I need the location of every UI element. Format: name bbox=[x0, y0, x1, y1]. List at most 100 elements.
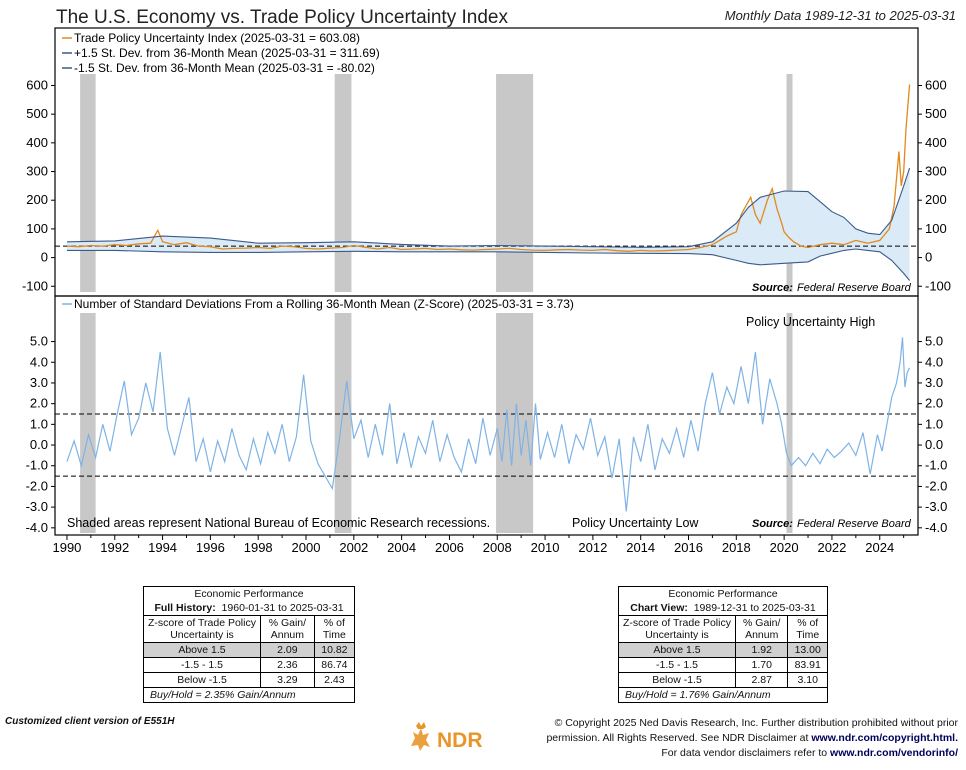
x-tick-label: 2018 bbox=[722, 540, 751, 555]
y-tick-label-right: 400 bbox=[925, 135, 947, 150]
y-tick-label-right: -4.0 bbox=[925, 520, 947, 535]
y-tick-label-left: 0 bbox=[41, 250, 48, 265]
ndr-logo: NDR bbox=[411, 722, 483, 752]
y-tick-label-left: 0.0 bbox=[30, 437, 48, 452]
y-tick-label-right: 600 bbox=[925, 77, 947, 92]
y-tick-label-left: 500 bbox=[26, 106, 48, 121]
x-tick-label: 2012 bbox=[578, 540, 607, 555]
plus-std-dev-line bbox=[66, 167, 911, 248]
tpu-index-line bbox=[66, 84, 911, 252]
y-tick-label-right: 300 bbox=[925, 164, 947, 179]
x-tick-label: 2020 bbox=[770, 540, 799, 555]
page-subtitle: Monthly Data 1989-12-31 to 2025-03-31 bbox=[724, 8, 956, 23]
zscore-line bbox=[66, 337, 911, 512]
recession-band-top bbox=[496, 74, 534, 292]
x-tick-label: 1996 bbox=[196, 540, 225, 555]
row-time: 83.91 bbox=[787, 657, 828, 673]
annotation-low: Policy Uncertainty Low bbox=[572, 516, 699, 530]
y-tick-label-right: 0 bbox=[925, 250, 932, 265]
copyright-line-3: For data vendor disclaimers refer to www… bbox=[546, 746, 958, 761]
y-tick-label-left: 100 bbox=[26, 221, 48, 236]
table-row: Below -1.5 3.29 2.43 bbox=[143, 672, 356, 688]
legend-entry: Trade Policy Uncertainty Index (2025-03-… bbox=[74, 31, 360, 45]
row-gain: 1.70 bbox=[734, 657, 789, 673]
table-period: Chart View: 1989-12-31 to 2025-03-31 bbox=[618, 601, 828, 616]
table-period: Full History: 1960-01-31 to 2025-03-31 bbox=[143, 601, 355, 616]
table-heading: Economic Performance bbox=[143, 586, 355, 601]
row-label: Below -1.5 bbox=[143, 672, 261, 688]
y-tick-label-left: -4.0 bbox=[26, 520, 48, 535]
source-name: Federal Reserve Board bbox=[797, 282, 912, 294]
bottom-panel: 5.0 5.0 4.0 4.0 3.0 3.0 2.0 2.0 1.0 1.0 0.0 0.0 -1.0… bbox=[26, 297, 948, 535]
minus-std-dev-line bbox=[67, 248, 911, 281]
x-tick-label: 2006 bbox=[435, 540, 464, 555]
table-row: Above 1.5 1.92 13.00 bbox=[618, 642, 828, 658]
recession-band-bottom bbox=[786, 313, 793, 533]
x-tick-label: 1994 bbox=[148, 540, 177, 555]
col-header-zscore: Z-score of Trade Policy Uncertainty is bbox=[618, 615, 736, 643]
copyright-link[interactable]: www.ndr.com/copyright.html. bbox=[811, 732, 958, 744]
row-time: 13.00 bbox=[787, 642, 828, 658]
row-gain: 2.36 bbox=[260, 657, 315, 673]
row-time: 2.43 bbox=[313, 672, 356, 688]
recession-band-bottom bbox=[80, 313, 96, 533]
row-label: Below -1.5 bbox=[618, 672, 736, 688]
y-tick-label-right: -1.0 bbox=[925, 458, 947, 473]
y-tick-label-right: -2.0 bbox=[925, 478, 947, 493]
row-label: -1.5 - 1.5 bbox=[143, 657, 261, 673]
y-tick-label-right: -3.0 bbox=[925, 499, 947, 514]
recession-band-top bbox=[334, 74, 352, 292]
y-tick-label-left: 2.0 bbox=[30, 396, 48, 411]
legend-entry: -1.5 St. Dev. from 36-Month Mean (2025-0… bbox=[74, 61, 375, 75]
chart-canvas: 600 600 500 500 400 400 300 300 200 200 100 100 0 0 -1… bbox=[22, 27, 951, 555]
table-row: Above 1.5 2.09 10.82 bbox=[143, 642, 356, 658]
y-tick-label-right: 100 bbox=[925, 221, 947, 236]
full-history-table: Economic Performance Full History: 1960-… bbox=[143, 586, 356, 703]
source-name: Federal Reserve Board bbox=[797, 518, 912, 530]
table-heading: Economic Performance bbox=[618, 586, 828, 601]
std-dev-band-fill bbox=[67, 168, 910, 281]
x-tick-label: 1998 bbox=[244, 540, 273, 555]
x-axis: 1990 1992 1994 1996 1998 2000 2002 2004 2006 2008… bbox=[52, 535, 905, 555]
col-header-gain: % Gain/ Annum bbox=[260, 615, 315, 643]
vendor-info-link[interactable]: www.ndr.com/vendorinfo/ bbox=[830, 747, 958, 759]
y-tick-label-left: 600 bbox=[26, 77, 48, 92]
y-tick-label-left: 400 bbox=[26, 135, 48, 150]
top-panel: 600 600 500 500 400 400 300 300 200 200 100 100 0 0 -1… bbox=[22, 31, 951, 294]
y-tick-label-right: 2.0 bbox=[925, 396, 943, 411]
row-gain: 2.87 bbox=[734, 672, 789, 688]
bull-bear-icon bbox=[411, 722, 430, 751]
recession-band-bottom bbox=[334, 313, 352, 533]
table-period-range: 1960-01-31 to 2025-03-31 bbox=[221, 602, 344, 614]
y-tick-label-left: -1.0 bbox=[26, 458, 48, 473]
x-tick-label: 2004 bbox=[387, 540, 416, 555]
copyright-line-1: © Copyright 2025 Ned Davis Research, Inc… bbox=[554, 717, 958, 729]
x-tick-label: 1990 bbox=[52, 540, 81, 555]
recession-band-top bbox=[80, 74, 96, 292]
y-tick-label-right: 500 bbox=[925, 106, 947, 121]
x-tick-label: 2022 bbox=[817, 540, 846, 555]
y-tick-label-left: 300 bbox=[26, 164, 48, 179]
x-tick-label: 2010 bbox=[531, 540, 560, 555]
x-tick-label: 2002 bbox=[339, 540, 368, 555]
annotation-high: Policy Uncertainty High bbox=[746, 315, 875, 329]
col-header-gain: % Gain/ Annum bbox=[734, 615, 789, 643]
x-tick-label: 2024 bbox=[865, 540, 894, 555]
client-note: Customized client version of E551H bbox=[5, 716, 175, 727]
y-tick-label-left: -2.0 bbox=[26, 478, 48, 493]
logo-text: NDR bbox=[437, 729, 483, 752]
chart-frames bbox=[54, 27, 919, 536]
source-label: Source: bbox=[752, 282, 793, 294]
table-period-label: Full History: bbox=[154, 602, 216, 614]
row-gain: 3.29 bbox=[260, 672, 315, 688]
row-gain: 1.92 bbox=[734, 642, 789, 658]
y-tick-label-left: 200 bbox=[26, 192, 48, 207]
table-row: Below -1.5 2.87 3.10 bbox=[618, 672, 828, 688]
y-tick-label-right: 3.0 bbox=[925, 375, 943, 390]
row-time: 3.10 bbox=[787, 672, 828, 688]
table-row: -1.5 - 1.5 2.36 86.74 bbox=[143, 657, 356, 673]
y-tick-label-left: 3.0 bbox=[30, 375, 48, 390]
bottom-panel-frame bbox=[54, 295, 919, 536]
y-tick-label-left: 1.0 bbox=[30, 416, 48, 431]
legend-entry: +1.5 St. Dev. from 36-Month Mean (2025-0… bbox=[74, 46, 380, 60]
